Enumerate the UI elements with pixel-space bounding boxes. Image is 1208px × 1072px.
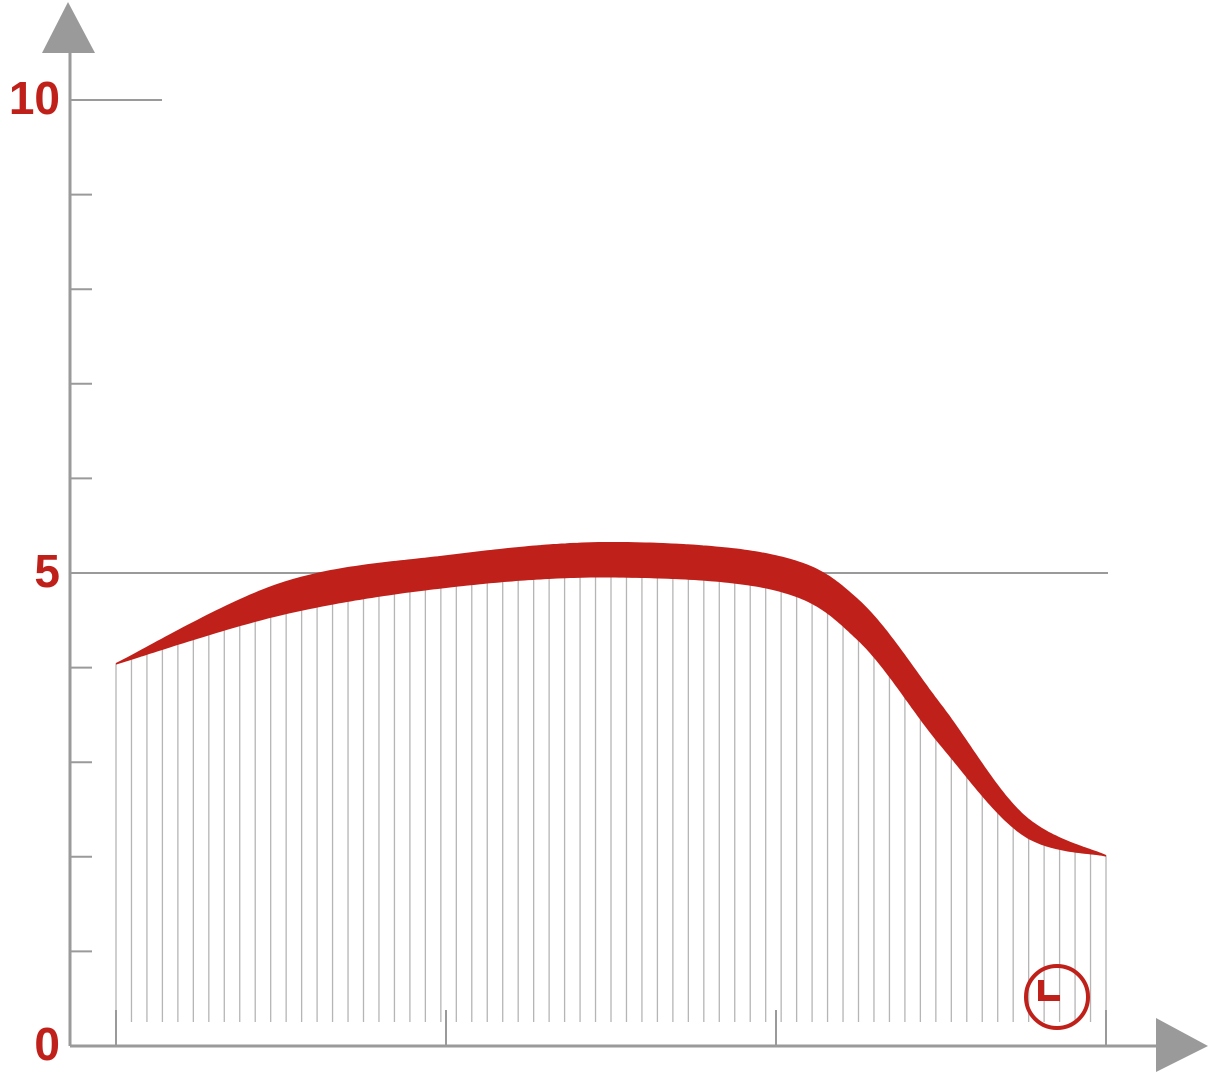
clock-face <box>1024 964 1090 1030</box>
band-edge <box>115 576 1107 857</box>
clock-hands <box>1038 980 1060 1001</box>
clock-icon <box>1024 964 1090 1030</box>
band <box>116 542 1106 856</box>
y-arrow <box>42 2 95 53</box>
band-edge <box>115 541 1107 857</box>
axes: 0 5 10 <box>9 2 1208 1072</box>
y-tick-label: 10 <box>9 72 60 124</box>
marks <box>115 541 1107 857</box>
y-tick-label: 0 <box>34 1018 60 1070</box>
y-tick-label: 5 <box>34 545 60 597</box>
x-arrow <box>1156 1018 1208 1072</box>
hatching <box>115 576 1107 1022</box>
